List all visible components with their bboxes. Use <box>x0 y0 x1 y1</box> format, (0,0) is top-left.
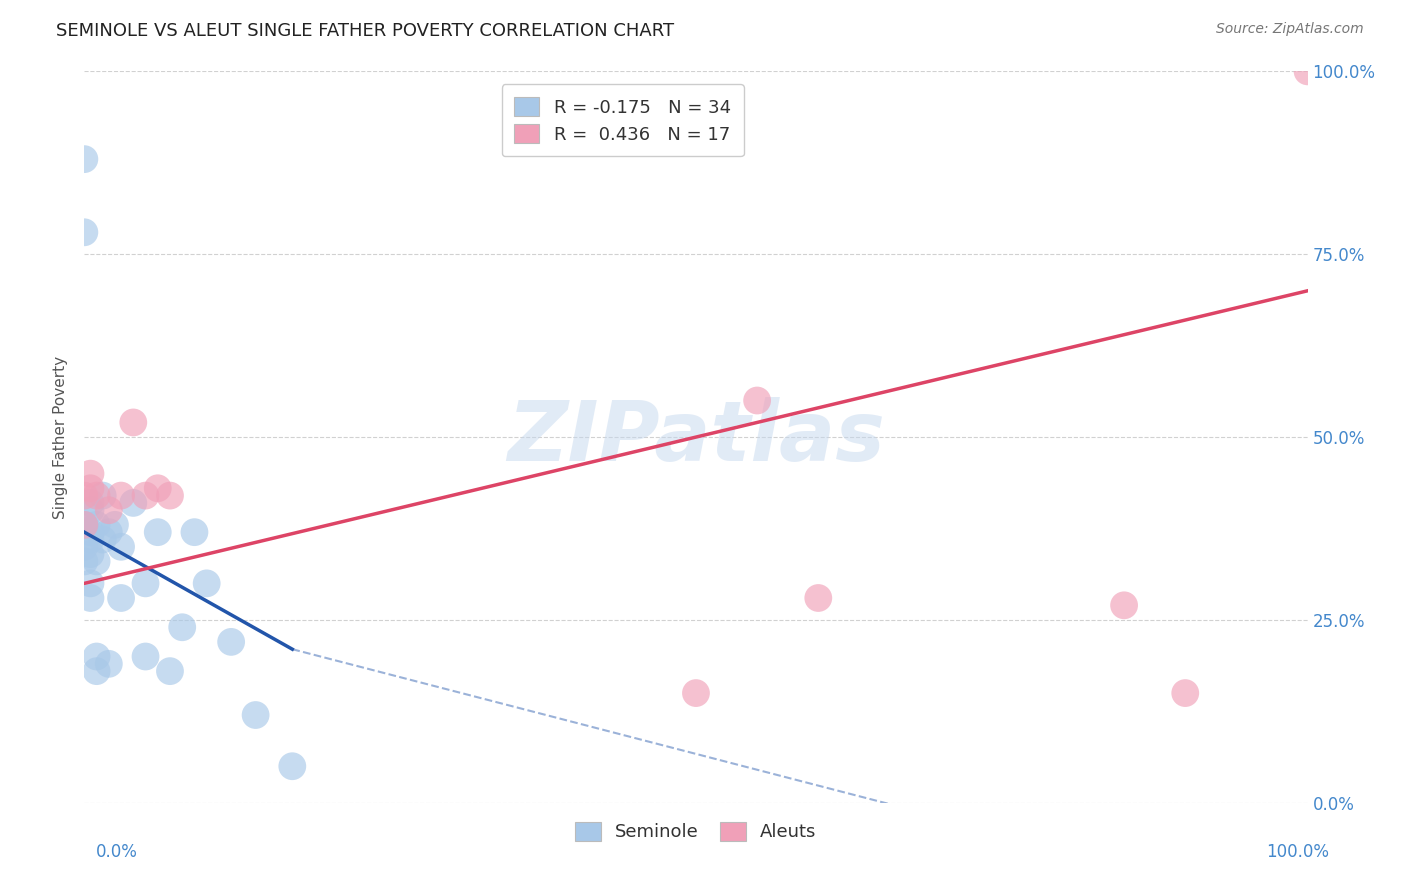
Text: Source: ZipAtlas.com: Source: ZipAtlas.com <box>1216 22 1364 37</box>
Point <box>685 686 707 700</box>
Point <box>73 540 96 554</box>
Point <box>97 525 120 540</box>
Point <box>79 547 101 561</box>
Y-axis label: Single Father Poverty: Single Father Poverty <box>53 356 69 518</box>
Point <box>122 416 145 430</box>
Point <box>86 649 108 664</box>
Text: 100.0%: 100.0% <box>1265 843 1329 861</box>
Point <box>110 489 132 503</box>
Point <box>79 576 101 591</box>
Point <box>73 489 96 503</box>
Point <box>79 503 101 517</box>
Point <box>281 759 304 773</box>
Point <box>73 517 96 532</box>
Point <box>110 540 132 554</box>
Point <box>73 225 96 239</box>
Point <box>1114 599 1136 613</box>
Point <box>86 489 108 503</box>
Point <box>110 591 132 605</box>
Point <box>79 467 101 481</box>
Point <box>135 576 157 591</box>
Point <box>159 664 181 678</box>
Point <box>79 496 101 510</box>
Point <box>245 708 267 723</box>
Point <box>146 525 169 540</box>
Point <box>86 517 108 532</box>
Point <box>146 481 169 495</box>
Point <box>172 620 194 634</box>
Point <box>747 393 769 408</box>
Point <box>86 664 108 678</box>
Point <box>807 591 830 605</box>
Point <box>73 152 96 166</box>
Point <box>73 554 96 568</box>
Text: ZIPatlas: ZIPatlas <box>508 397 884 477</box>
Point <box>79 591 101 605</box>
Point <box>122 496 145 510</box>
Point <box>79 525 101 540</box>
Point <box>135 649 157 664</box>
Point <box>91 489 114 503</box>
Point <box>86 554 108 568</box>
Text: 0.0%: 0.0% <box>96 843 138 861</box>
Point <box>135 489 157 503</box>
Point <box>79 533 101 547</box>
Point <box>195 576 218 591</box>
Legend: Seminole, Aleuts: Seminole, Aleuts <box>568 814 824 848</box>
Point <box>1174 686 1197 700</box>
Point <box>79 481 101 495</box>
Point <box>97 657 120 671</box>
Point <box>91 533 114 547</box>
Point <box>97 503 120 517</box>
Point <box>219 635 242 649</box>
Point <box>1296 64 1319 78</box>
Point <box>183 525 205 540</box>
Point <box>104 517 127 532</box>
Point <box>159 489 181 503</box>
Point <box>73 517 96 532</box>
Text: SEMINOLE VS ALEUT SINGLE FATHER POVERTY CORRELATION CHART: SEMINOLE VS ALEUT SINGLE FATHER POVERTY … <box>56 22 675 40</box>
